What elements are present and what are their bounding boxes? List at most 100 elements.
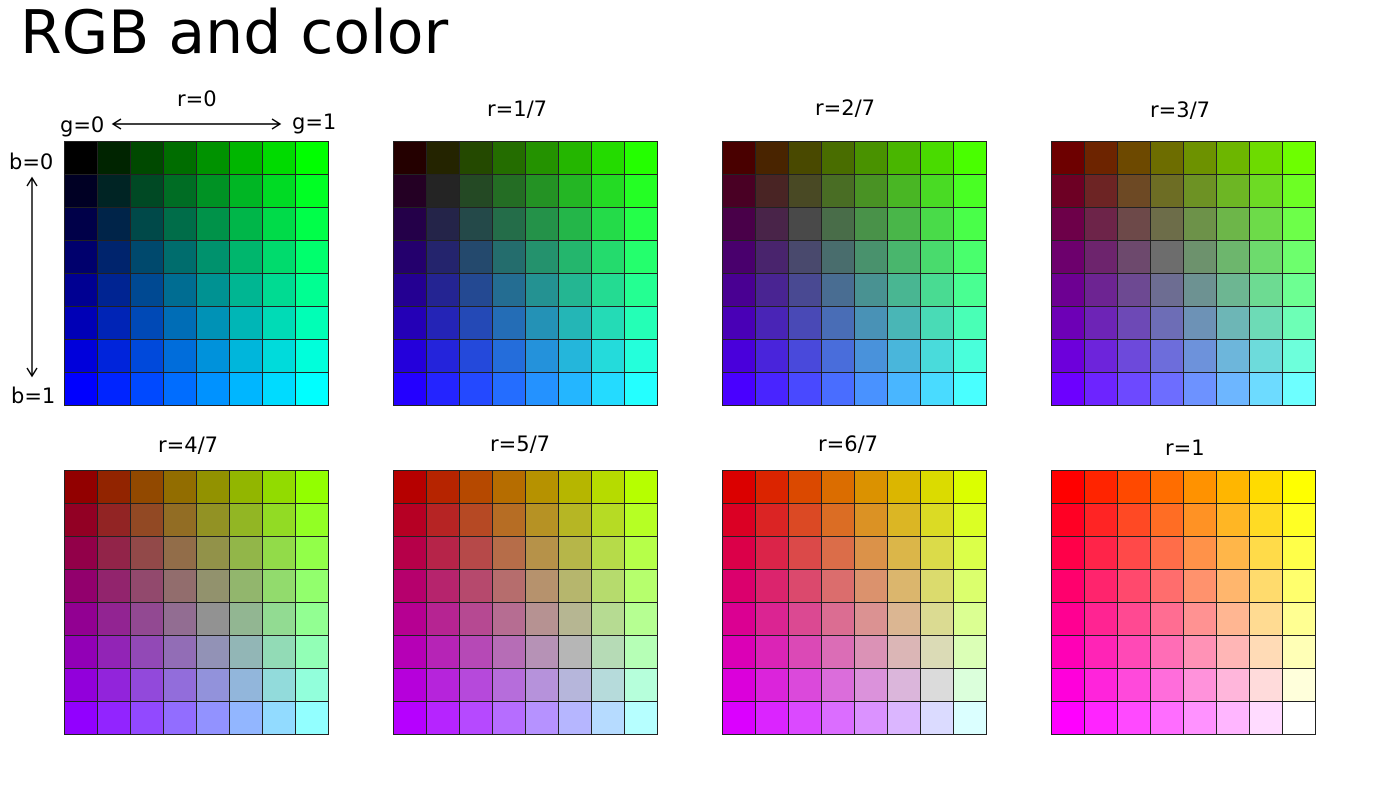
- color-cell: [624, 569, 657, 602]
- color-cell: [492, 701, 525, 734]
- panel-label-r1: r=1: [1165, 436, 1205, 460]
- color-cell: [722, 668, 755, 701]
- color-cell: [459, 174, 492, 207]
- color-cell: [854, 240, 887, 273]
- color-cell: [1051, 470, 1084, 503]
- color-cell: [1051, 372, 1084, 405]
- color-cell: [1051, 339, 1084, 372]
- color-cell: [393, 701, 426, 734]
- color-cell: [393, 174, 426, 207]
- color-cell: [459, 372, 492, 405]
- color-cell: [953, 602, 986, 635]
- color-cell: [459, 602, 492, 635]
- color-cell: [130, 701, 163, 734]
- color-cell: [920, 174, 953, 207]
- color-cell: [295, 306, 328, 339]
- color-cell: [492, 240, 525, 273]
- color-cell: [722, 372, 755, 405]
- color-cell: [722, 635, 755, 668]
- color-cell: [953, 536, 986, 569]
- color-cell: [1183, 306, 1216, 339]
- color-cell: [1084, 339, 1117, 372]
- color-cell: [1216, 207, 1249, 240]
- color-cell: [1084, 536, 1117, 569]
- color-cell: [262, 536, 295, 569]
- color-cell: [1150, 668, 1183, 701]
- color-cell: [1084, 602, 1117, 635]
- color-cell: [295, 536, 328, 569]
- color-cell: [64, 372, 97, 405]
- color-cell: [591, 273, 624, 306]
- color-cell: [426, 174, 459, 207]
- color-cell: [854, 141, 887, 174]
- color-cell: [854, 602, 887, 635]
- color-cell: [953, 240, 986, 273]
- color-cell: [1150, 701, 1183, 734]
- color-cell: [920, 668, 953, 701]
- color-cell: [64, 569, 97, 602]
- color-cell: [624, 635, 657, 668]
- page-title: RGB and color: [20, 0, 449, 68]
- color-cell: [558, 240, 591, 273]
- color-cell: [459, 503, 492, 536]
- color-cell: [64, 470, 97, 503]
- color-cell: [262, 569, 295, 602]
- color-cell: [196, 569, 229, 602]
- color-cell: [130, 668, 163, 701]
- color-cell: [64, 141, 97, 174]
- color-cell: [591, 668, 624, 701]
- color-cell: [525, 207, 558, 240]
- color-cell: [1150, 372, 1183, 405]
- color-cell: [1150, 141, 1183, 174]
- color-cell: [1084, 207, 1117, 240]
- color-cell: [1183, 536, 1216, 569]
- color-cell: [1150, 635, 1183, 668]
- color-cell: [1249, 470, 1282, 503]
- color-cell: [1084, 240, 1117, 273]
- color-cell: [459, 141, 492, 174]
- color-cell: [262, 668, 295, 701]
- color-cell: [393, 141, 426, 174]
- color-cell: [1150, 240, 1183, 273]
- color-cell: [196, 174, 229, 207]
- color-cell: [788, 372, 821, 405]
- color-cell: [1282, 141, 1315, 174]
- color-cell: [591, 372, 624, 405]
- color-cell: [1183, 174, 1216, 207]
- color-cell: [722, 569, 755, 602]
- color-cell: [525, 240, 558, 273]
- color-cell: [393, 273, 426, 306]
- color-cell: [755, 240, 788, 273]
- color-cell: [295, 569, 328, 602]
- color-cell: [1249, 635, 1282, 668]
- color-cell: [97, 602, 130, 635]
- color-cell: [163, 536, 196, 569]
- color-cell: [163, 372, 196, 405]
- color-cell: [1282, 503, 1315, 536]
- color-cell: [163, 668, 196, 701]
- color-cell: [525, 273, 558, 306]
- color-cell: [1249, 339, 1282, 372]
- color-cell: [1183, 470, 1216, 503]
- color-cell: [953, 668, 986, 701]
- color-cell: [459, 701, 492, 734]
- color-cell: [887, 306, 920, 339]
- color-cell: [920, 240, 953, 273]
- color-cell: [426, 273, 459, 306]
- color-cell: [97, 306, 130, 339]
- color-cell: [492, 306, 525, 339]
- color-grid-r2-7: [722, 141, 987, 406]
- color-cell: [97, 207, 130, 240]
- color-cell: [130, 503, 163, 536]
- color-cell: [64, 635, 97, 668]
- color-cell: [262, 207, 295, 240]
- color-cell: [591, 141, 624, 174]
- color-cell: [1282, 569, 1315, 602]
- color-cell: [196, 306, 229, 339]
- color-cell: [229, 174, 262, 207]
- color-cell: [887, 503, 920, 536]
- color-cell: [130, 207, 163, 240]
- color-cell: [130, 240, 163, 273]
- color-cell: [262, 503, 295, 536]
